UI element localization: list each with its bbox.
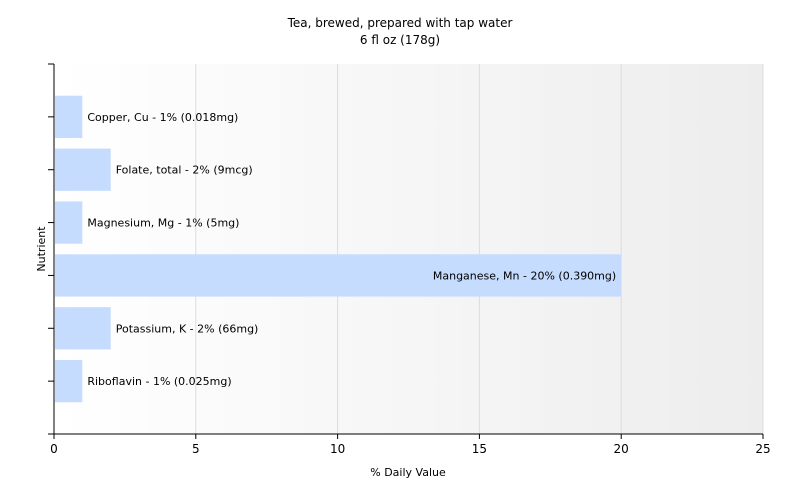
bar [55,95,83,138]
x-axis-ticks: 0 5 10 15 20 25 [50,434,771,456]
chart-subtitle: 6 fl oz (178g) [360,33,440,47]
bar [55,254,622,297]
bar-label: Riboflavin - 1% (0.025mg) [87,375,231,388]
bar [55,360,83,403]
bar [55,307,111,350]
x-tick-label: 15 [472,442,487,456]
x-axis-label: % Daily Value [370,466,446,479]
x-tick-label: 5 [192,442,200,456]
plot-area [54,64,763,434]
x-tick-label: 10 [330,442,345,456]
grid-lines [195,64,764,434]
x-tick-label: 20 [614,442,629,456]
bar [55,201,83,244]
axes [48,63,763,435]
bar-label: Potassium, K - 2% (66mg) [116,322,259,335]
x-tick-label: 0 [50,442,58,456]
bar-label: Magnesium, Mg - 1% (5mg) [87,217,239,230]
bar-label: Copper, Cu - 1% (0.018mg) [87,111,238,124]
x-tick-label: 25 [755,442,770,456]
bar-label: Folate, total - 2% (9mcg) [116,164,253,177]
y-axis-label: Nutrient [35,226,48,272]
bars: Copper, Cu - 1% (0.018mg) Folate, total -… [55,95,622,403]
y-axis-ticks [48,116,54,382]
bar-label: Manganese, Mn - 20% (0.390mg) [433,269,616,282]
chart-title: Tea, brewed, prepared with tap water [287,16,513,30]
bar [55,148,111,191]
